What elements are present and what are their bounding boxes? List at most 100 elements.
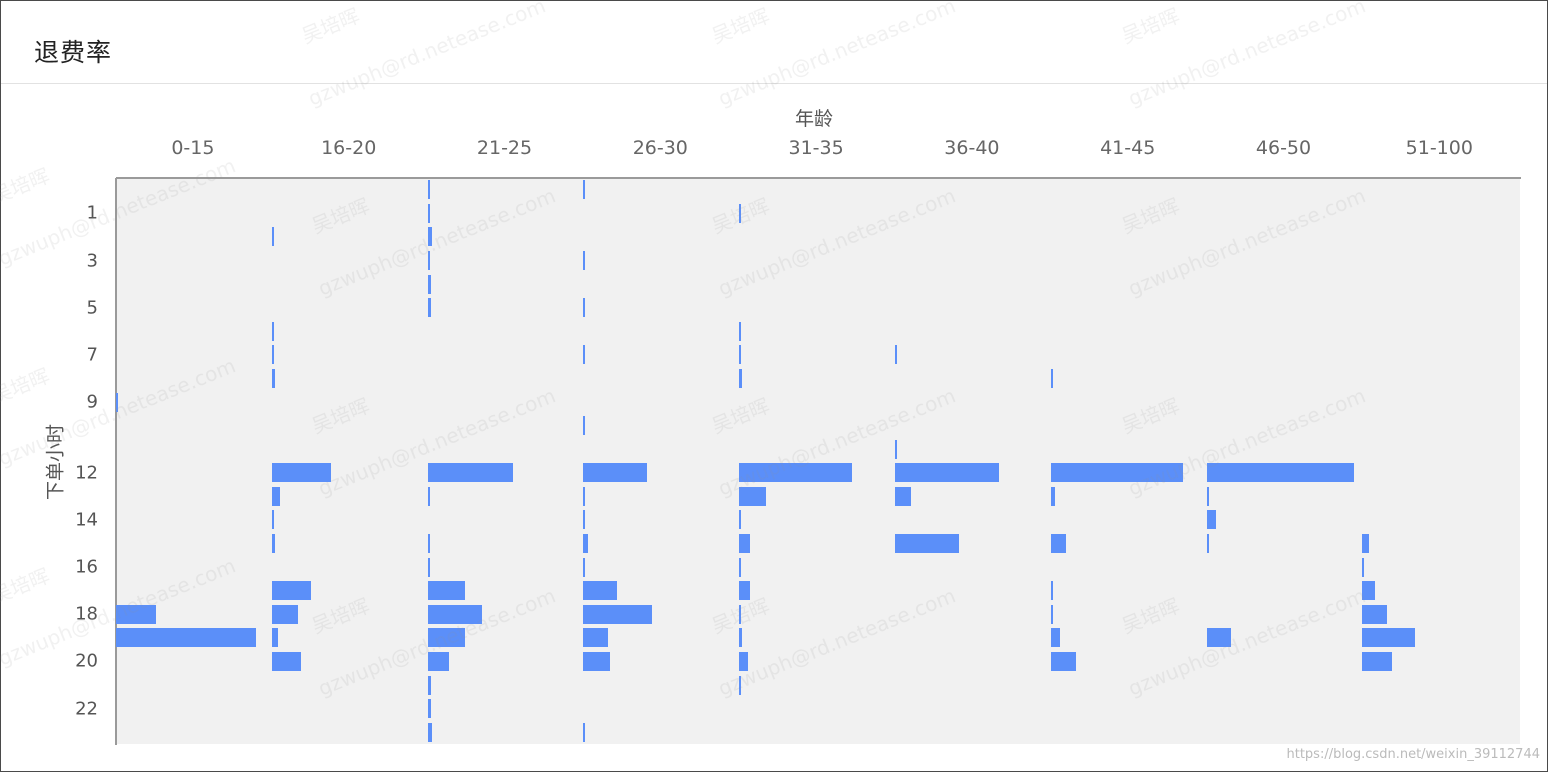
bar[interactable] [1050, 486, 1056, 506]
bar[interactable] [1050, 368, 1053, 388]
bar[interactable] [583, 463, 647, 483]
bar[interactable] [271, 345, 274, 365]
hour-tick-label: 9 [86, 391, 98, 413]
bar[interactable] [1362, 628, 1416, 648]
bar[interactable] [739, 368, 743, 388]
hour-tick-label: 12 [75, 462, 98, 484]
bar[interactable] [1362, 534, 1369, 554]
bar[interactable] [739, 321, 742, 341]
bar[interactable] [895, 345, 897, 365]
bar[interactable] [1362, 581, 1375, 601]
source-watermark: https://blog.csdn.net/weixin_39112744 [1286, 747, 1540, 762]
bar[interactable] [583, 416, 586, 436]
bar[interactable] [583, 722, 586, 742]
bar[interactable] [427, 251, 430, 271]
bar[interactable] [583, 534, 589, 554]
bar[interactable] [427, 581, 465, 601]
bar[interactable] [271, 581, 311, 601]
bar[interactable] [739, 651, 749, 671]
age-group-label: 51-100 [1405, 137, 1473, 159]
bar[interactable] [271, 651, 302, 671]
bar[interactable] [427, 463, 513, 483]
bar[interactable] [1362, 651, 1392, 671]
bar[interactable] [271, 628, 278, 648]
bar[interactable] [271, 486, 280, 506]
bar[interactable] [427, 298, 431, 318]
bar[interactable] [583, 251, 586, 271]
bar[interactable] [739, 486, 766, 506]
bar[interactable] [116, 392, 118, 412]
bar[interactable] [1206, 486, 1209, 506]
bar[interactable] [271, 534, 275, 554]
bar[interactable] [427, 534, 430, 554]
hour-tick-label: 3 [86, 250, 98, 272]
age-group-label: 36-40 [944, 137, 1000, 159]
bar[interactable] [427, 486, 430, 506]
bar[interactable] [895, 534, 959, 554]
bar[interactable] [739, 463, 853, 483]
bar[interactable] [1050, 463, 1183, 483]
hour-tick-label: 7 [86, 344, 98, 366]
bar[interactable] [1050, 581, 1053, 601]
bar[interactable] [271, 368, 275, 388]
bar[interactable] [583, 557, 586, 577]
bar[interactable] [427, 203, 430, 223]
bar[interactable] [739, 345, 742, 365]
bar[interactable] [739, 203, 742, 223]
bar[interactable] [895, 439, 897, 459]
bar[interactable] [583, 180, 586, 200]
bar[interactable] [583, 604, 652, 624]
bar[interactable] [739, 628, 743, 648]
bar[interactable] [1362, 557, 1365, 577]
bar[interactable] [427, 699, 431, 719]
bar[interactable] [583, 628, 609, 648]
bar[interactable] [739, 581, 751, 601]
bar[interactable] [427, 604, 482, 624]
bar[interactable] [116, 604, 157, 624]
bar[interactable] [583, 345, 586, 365]
bar[interactable] [271, 321, 274, 341]
age-group-label: 21-25 [476, 137, 533, 159]
hour-tick-label: 18 [75, 603, 98, 625]
bar[interactable] [427, 557, 430, 577]
bar[interactable] [271, 463, 331, 483]
bar[interactable] [1206, 628, 1232, 648]
bar[interactable] [583, 510, 586, 530]
bar[interactable] [271, 510, 274, 530]
bar[interactable] [271, 604, 299, 624]
bar[interactable] [583, 651, 610, 671]
bar[interactable] [1050, 628, 1061, 648]
bar[interactable] [427, 651, 450, 671]
bar[interactable] [1206, 534, 1209, 554]
panel-header: 退费率 [1, 1, 1547, 84]
bar[interactable] [427, 180, 430, 200]
plot-area [116, 178, 1520, 744]
bar[interactable] [739, 604, 742, 624]
bar[interactable] [427, 675, 431, 695]
bar[interactable] [739, 534, 751, 554]
bar[interactable] [583, 298, 586, 318]
bar[interactable] [1050, 534, 1067, 554]
hour-tick-label: 14 [75, 509, 98, 531]
bar[interactable] [739, 675, 742, 695]
bar[interactable] [427, 274, 431, 294]
bar[interactable] [427, 628, 465, 648]
bar[interactable] [1050, 604, 1053, 624]
bar[interactable] [583, 581, 618, 601]
bar[interactable] [895, 463, 999, 483]
bar[interactable] [739, 557, 742, 577]
bar[interactable] [1206, 463, 1354, 483]
bar[interactable] [427, 722, 433, 742]
bar[interactable] [739, 510, 742, 530]
bar[interactable] [271, 227, 274, 247]
bar[interactable] [427, 227, 433, 247]
x-axis-title: 年龄 [795, 108, 834, 130]
bar[interactable] [1362, 604, 1388, 624]
age-group-label: 41-45 [1100, 137, 1156, 159]
bar[interactable] [583, 486, 586, 506]
age-group-label: 31-35 [788, 137, 844, 159]
bar[interactable] [116, 628, 256, 648]
bar[interactable] [1050, 651, 1076, 671]
bar[interactable] [1206, 510, 1216, 530]
bar[interactable] [895, 486, 911, 506]
